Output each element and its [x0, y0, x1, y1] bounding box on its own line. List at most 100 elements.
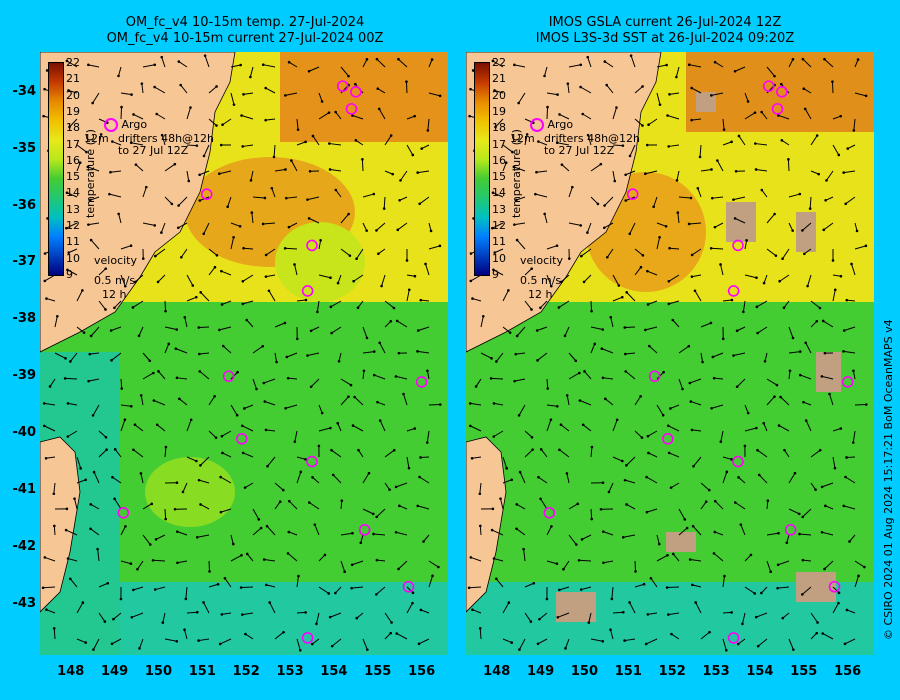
- lon-tick-label: 150: [570, 664, 598, 679]
- current-arrow-head: [755, 305, 759, 309]
- current-arrow: [740, 524, 746, 536]
- current-arrow-head: [309, 329, 313, 333]
- current-arrow: [608, 482, 614, 493]
- current-arrow: [271, 188, 276, 198]
- current-arrow: [588, 612, 592, 623]
- current-arrow: [601, 348, 614, 354]
- current-arrow: [546, 419, 552, 432]
- current-arrow: [230, 64, 241, 68]
- current-arrow-head: [89, 238, 93, 242]
- current-arrow: [353, 274, 364, 282]
- current-arrow: [690, 401, 702, 406]
- current-arrow-head: [197, 478, 201, 482]
- current-arrow-head: [609, 316, 613, 319]
- current-arrow: [624, 326, 636, 329]
- current-arrow: [668, 144, 680, 147]
- lon-tick-label: 148: [483, 664, 511, 679]
- current-arrow-head: [590, 445, 594, 449]
- current-arrow-head: [407, 288, 411, 292]
- current-arrow: [356, 612, 364, 619]
- current-arrow: [625, 352, 636, 355]
- current-arrow-head: [599, 162, 603, 166]
- current-arrow: [802, 586, 812, 595]
- current-arrow: [316, 300, 320, 312]
- current-arrow: [761, 586, 768, 594]
- current-arrow-head: [426, 369, 429, 373]
- current-arrow: [805, 420, 812, 432]
- current-arrow-head: [218, 172, 221, 176]
- current-arrow-head: [546, 387, 550, 390]
- current-arrow-head: [645, 143, 649, 147]
- current-arrow: [612, 419, 618, 432]
- lon-tick-label: 155: [790, 664, 818, 679]
- current-arrow-head: [587, 621, 591, 624]
- current-arrow-head: [504, 161, 508, 164]
- current-arrow: [565, 638, 570, 649]
- current-arrow-head: [624, 352, 627, 356]
- current-arrow-head: [160, 231, 163, 234]
- current-arrow-head: [490, 357, 493, 360]
- current-arrow: [587, 134, 592, 146]
- current-arrow: [764, 352, 768, 362]
- current-arrow: [242, 425, 254, 432]
- current-arrow: [755, 168, 768, 172]
- current-arrow: [331, 326, 342, 334]
- current-arrow: [417, 505, 430, 510]
- current-arrow: [691, 118, 702, 121]
- current-arrow-head: [261, 344, 265, 348]
- current-arrow-head: [113, 497, 116, 501]
- current-arrow: [337, 274, 342, 284]
- current-arrow-head: [398, 199, 401, 202]
- colorbar-tick: 14: [492, 186, 506, 200]
- current-arrow-head: [316, 310, 319, 314]
- colorbar: [474, 62, 490, 276]
- current-arrow: [244, 482, 254, 489]
- current-arrow: [744, 427, 757, 432]
- current-arrow-head: [99, 133, 103, 136]
- current-arrow-head: [808, 207, 812, 210]
- current-arrow-head: [295, 337, 299, 341]
- current-arrow-head: [756, 331, 759, 335]
- current-arrow-head: [195, 459, 198, 463]
- current-arrow-head: [681, 387, 684, 391]
- current-arrow-head: [815, 319, 819, 323]
- current-arrow: [656, 92, 661, 105]
- current-arrow: [219, 326, 232, 331]
- current-arrow-head: [590, 517, 593, 521]
- current-arrow: [67, 430, 78, 437]
- current-arrow-head: [760, 591, 763, 595]
- current-arrow: [426, 370, 430, 380]
- current-arrow-head: [733, 501, 737, 504]
- current-arrow: [656, 404, 664, 416]
- current-arrow: [647, 612, 658, 615]
- current-arrow: [744, 586, 756, 594]
- current-arrow: [810, 449, 821, 458]
- current-arrow-head: [242, 93, 245, 96]
- current-arrow-head: [86, 165, 90, 169]
- lon-tick-label: 153: [276, 664, 304, 679]
- current-arrow: [535, 193, 548, 198]
- current-arrow: [274, 322, 286, 328]
- current-arrow-head: [329, 276, 332, 280]
- current-arrow: [852, 430, 856, 443]
- right-map-panel[interactable]: temperature (C) Argo 12m drifters 48h@12…: [466, 52, 874, 655]
- lon-tick-label: 156: [834, 664, 862, 679]
- current-arrow-head: [649, 576, 653, 580]
- current-arrow-head: [515, 527, 518, 531]
- current-arrow: [335, 111, 342, 120]
- current-arrow-head: [469, 424, 472, 428]
- current-arrow-head: [284, 94, 287, 97]
- current-arrow: [494, 89, 504, 94]
- current-arrow: [92, 92, 100, 104]
- current-arrow-head: [255, 387, 258, 391]
- argo-float-marker: [732, 239, 744, 252]
- current-arrow: [138, 326, 144, 337]
- current-arrow-head: [617, 284, 621, 287]
- current-arrow-head: [105, 448, 108, 452]
- left-map-panel[interactable]: temperature (C) Argo 12m drifters 48h@12…: [40, 52, 448, 655]
- current-arrow: [634, 118, 643, 126]
- current-arrow-head: [315, 622, 318, 626]
- current-arrow: [733, 196, 746, 201]
- current-arrow: [676, 170, 680, 181]
- current-arrow-head: [398, 504, 401, 508]
